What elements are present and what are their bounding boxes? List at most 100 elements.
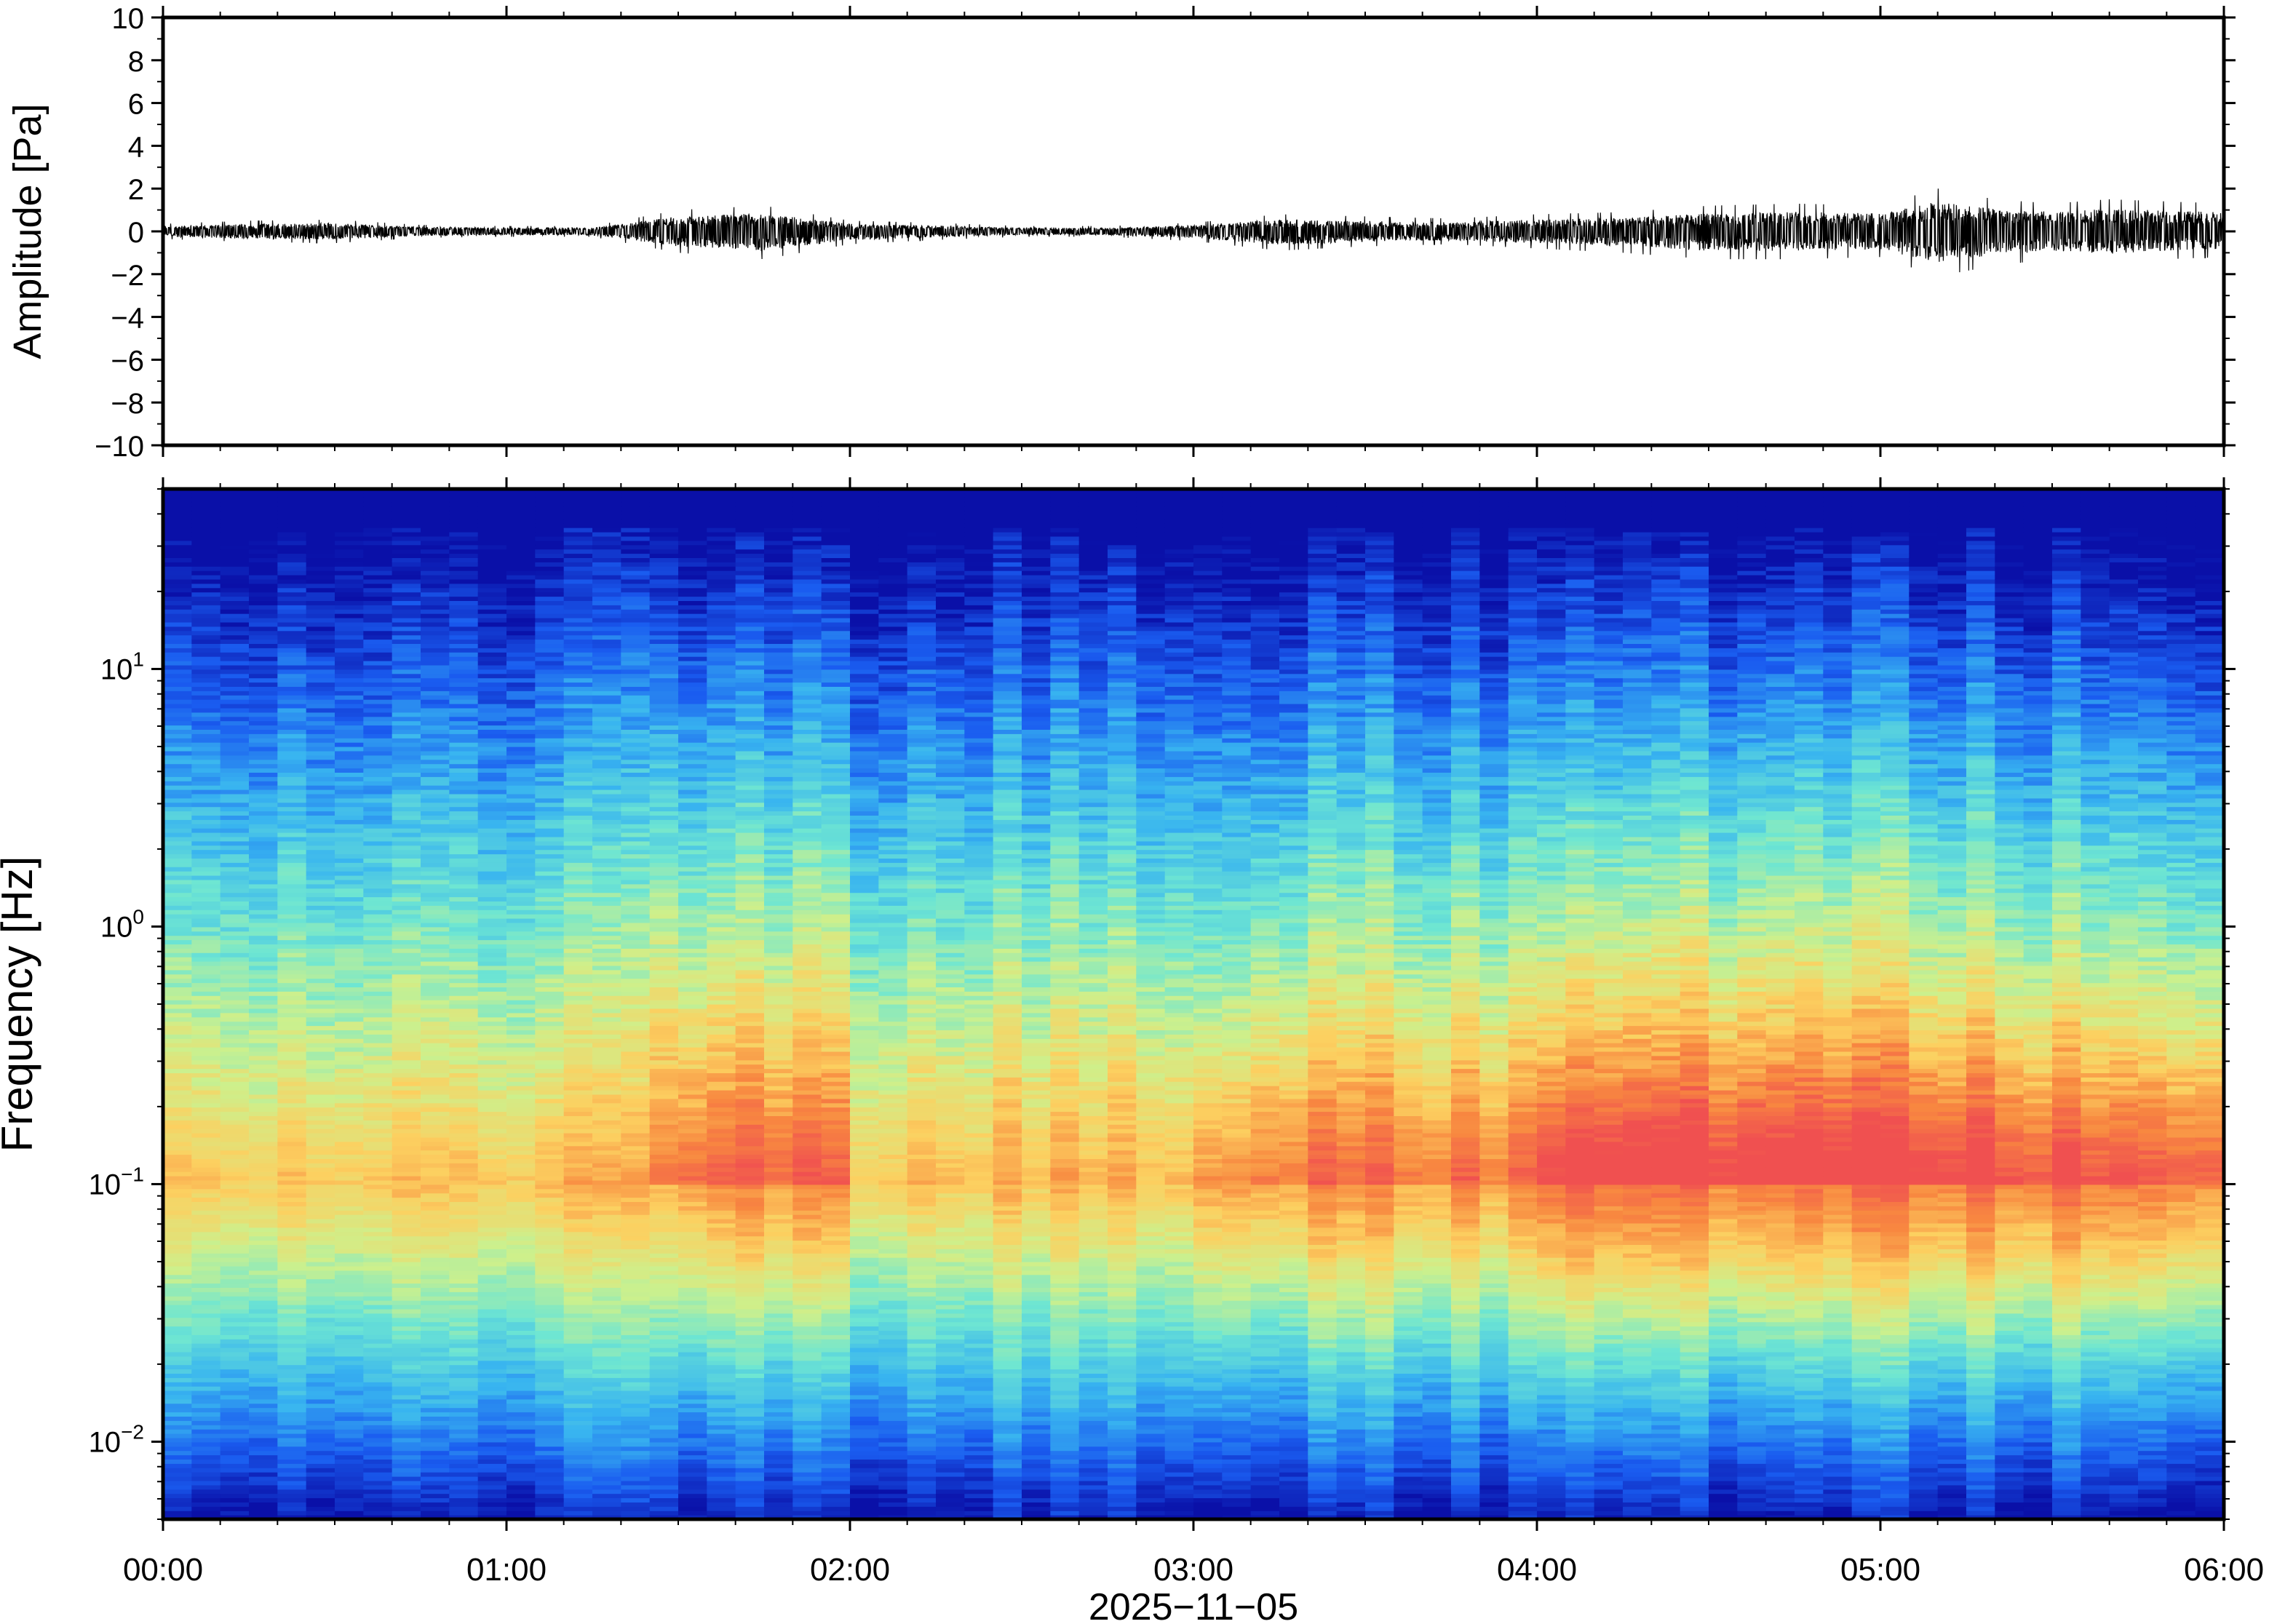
spectrogram-cell (421, 1506, 450, 1511)
spectrogram-cell (678, 935, 707, 941)
spectrogram-cell (506, 639, 536, 644)
spectrogram-cell (163, 664, 192, 670)
spectrogram-cell (392, 544, 421, 550)
spectrogram-cell (163, 858, 192, 863)
spectrogram-cell (707, 621, 736, 627)
spectrogram-cell (392, 596, 421, 601)
spectrogram-cell (621, 918, 651, 923)
spectrogram-cell (506, 669, 536, 674)
spectrogram-cell (421, 1360, 450, 1366)
spectrogram-cell (277, 1390, 307, 1396)
spectrogram-cell (449, 806, 479, 812)
spectrogram-cell (477, 1291, 507, 1297)
spectrogram-cell (535, 1201, 565, 1206)
spectrogram-cell (621, 1472, 651, 1477)
spectrogram-cell (535, 489, 565, 494)
spectrogram-cell (306, 888, 335, 893)
spectrogram-cell (335, 1171, 364, 1177)
spectrogram-cell (563, 1472, 593, 1477)
spectrogram-cell (421, 776, 450, 781)
spectrogram-cell (563, 1433, 593, 1438)
spectrogram-cell (477, 926, 507, 932)
spectrogram-cell (306, 811, 335, 816)
spectrogram-cell (477, 815, 507, 820)
spectrogram-cell (649, 690, 679, 696)
spectrogram-cell (563, 832, 593, 837)
spectrogram-cell (249, 755, 278, 760)
spectrogram-cell (191, 888, 221, 893)
spectrogram-cell (163, 1201, 192, 1206)
spectrogram-cell (506, 1150, 536, 1155)
spectrogram-cell (563, 1141, 593, 1147)
spectrogram-cell (477, 1351, 507, 1357)
spectrogram-cell (191, 1433, 221, 1438)
spectrogram-cell (477, 540, 507, 546)
spectrogram-cell (220, 1313, 250, 1318)
spectrogram-cell (535, 605, 565, 610)
spectrogram-cell (649, 1004, 679, 1009)
spectrogram-cell (678, 1287, 707, 1292)
spectrogram-cell (363, 1120, 393, 1125)
spectrogram-cell (392, 1412, 421, 1417)
spectrogram-cell (249, 656, 278, 661)
spectrogram-cell (477, 974, 507, 979)
spectrogram-cell (477, 978, 507, 984)
spectrogram-cell (163, 575, 192, 580)
spectrogram-cell (220, 1077, 250, 1082)
spectrogram-cell (163, 562, 192, 567)
spectrogram-cell (421, 1120, 450, 1125)
spectrogram-cell (563, 738, 593, 743)
spectrogram-cell (621, 1222, 651, 1228)
spectrogram-cell (220, 686, 250, 691)
spectrogram-cell (592, 1188, 621, 1194)
spectrogram-cell (220, 1308, 250, 1314)
spectrogram-cell (563, 1150, 593, 1155)
spectrogram-cell (563, 1038, 593, 1043)
spectrogram-cell (535, 939, 565, 944)
spectrogram-cell (421, 789, 450, 795)
spectrogram-cell (220, 1137, 250, 1142)
spectrogram-cell (191, 549, 221, 554)
spectrogram-cell (306, 664, 335, 670)
spectrogram-cell (592, 926, 621, 932)
spectrogram-cell (621, 575, 651, 580)
spectrogram-cell (563, 858, 593, 863)
spectrogram-cell (277, 1145, 307, 1151)
spectrogram-cell (535, 1429, 565, 1434)
spectrogram-cell (363, 793, 393, 799)
spectrogram-cell (392, 1351, 421, 1357)
spectrogram-cell (363, 1133, 393, 1138)
spectrogram-cell (649, 1025, 679, 1030)
spectrogram-cell (735, 1394, 765, 1400)
spectrogram-cell (220, 652, 250, 657)
spectrogram-cell (592, 664, 621, 670)
spectrogram-cell (249, 523, 278, 528)
spectrogram-cell (535, 1171, 565, 1177)
spectrogram-cell (363, 1506, 393, 1511)
spectrogram-cell (535, 793, 565, 799)
spectrogram-cell (506, 1253, 536, 1258)
spectrogram-cell (163, 755, 192, 760)
spectrogram-cell (363, 995, 393, 1000)
spectrogram-cell (649, 1016, 679, 1022)
spectrogram-cell (191, 742, 221, 747)
spectrogram-cell (678, 720, 707, 726)
spectrogram-cell (477, 939, 507, 944)
spectrogram-cell (191, 1334, 221, 1340)
spectrogram-cell (335, 1055, 364, 1061)
spectrogram-cell (506, 1377, 536, 1382)
spectrogram-cell (649, 557, 679, 562)
spectrogram-cell (363, 819, 393, 824)
spectrogram-cell (592, 1502, 621, 1507)
spectrogram-cell (163, 845, 192, 851)
spectrogram-cell (249, 720, 278, 726)
spectrogram-cell (449, 952, 479, 958)
spectrogram-cell (477, 750, 507, 756)
spectrogram-cell (306, 1167, 335, 1172)
spectrogram-cell (449, 1403, 479, 1409)
spectrogram-cell (392, 669, 421, 674)
spectrogram-cell (621, 1394, 651, 1400)
spectrogram-cell (506, 1188, 536, 1194)
spectrogram-cell (649, 965, 679, 971)
spectrogram-cell (191, 1386, 221, 1391)
